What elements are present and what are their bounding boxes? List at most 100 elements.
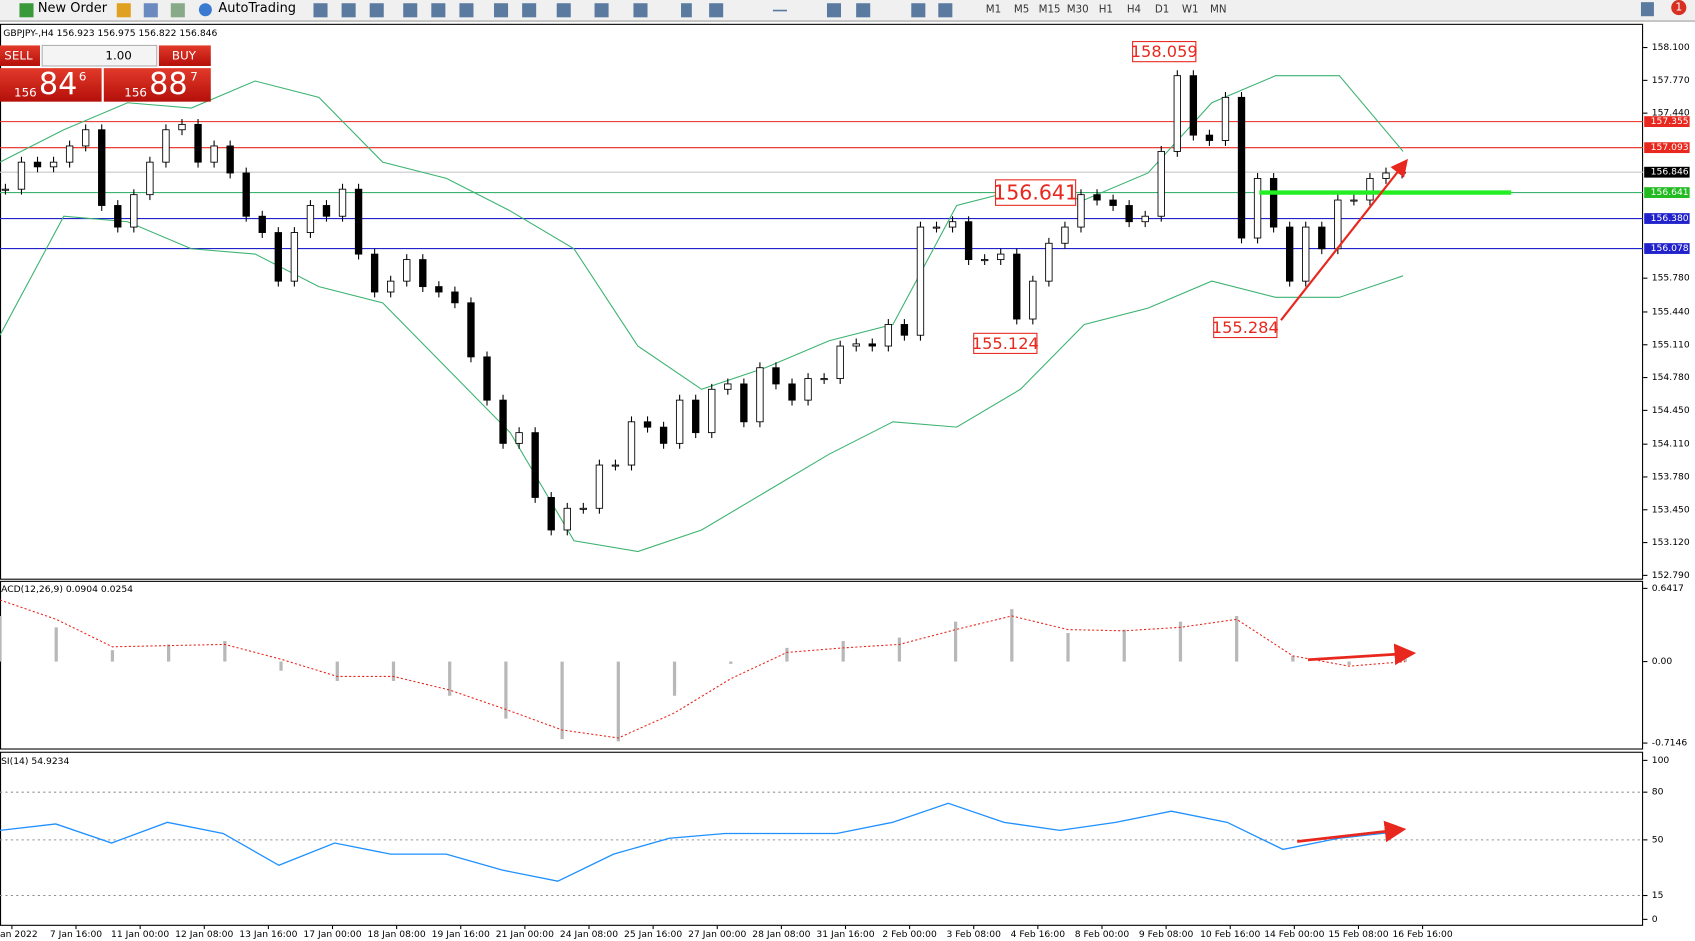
timeframe-button[interactable]: W1 (1182, 4, 1199, 16)
candle (595, 464, 604, 509)
timeframe-button[interactable]: D1 (1155, 4, 1169, 16)
toolbar-icon[interactable] (772, 9, 787, 12)
y-tick-label: 153.780 (1652, 471, 1690, 482)
macd-signal (0, 599, 1406, 739)
y-tick-label: 153.120 (1652, 537, 1690, 548)
autotrading-icon[interactable] (198, 3, 212, 17)
toolbar-icon[interactable] (170, 3, 185, 18)
timeframe-button[interactable]: H1 (1099, 4, 1113, 16)
overlays: 158.059 156.641 155.124 155.284 (972, 41, 1279, 354)
candle (659, 426, 668, 444)
candle (1205, 134, 1214, 141)
x-tick-label: 7 Jan 16:00 (50, 929, 102, 940)
toolbar-icon[interactable] (369, 3, 384, 18)
toolbar-icon[interactable] (556, 3, 571, 18)
new-order-icon[interactable] (19, 3, 34, 18)
lot-spinner[interactable] (41, 44, 158, 67)
toolbar-icon[interactable] (681, 3, 692, 18)
y-tick-label: 154.110 (1652, 439, 1690, 450)
timeframe-button[interactable]: M30 (1067, 4, 1089, 16)
y-tick-label: 0.6417 (1652, 583, 1684, 594)
candle (964, 221, 973, 261)
toolbar-icon[interactable] (341, 3, 356, 18)
toolbar-icon[interactable] (494, 3, 509, 18)
y-tick-label: 0.00 (1652, 656, 1673, 667)
price-level-tag (1644, 213, 1690, 224)
y-tick-label: 155.110 (1652, 339, 1690, 350)
bid-fraction: 6 (79, 69, 87, 83)
x-tick-label: 27 Jan 00:00 (688, 929, 746, 940)
candle (370, 253, 379, 293)
candle (820, 378, 828, 381)
macd-panel (0, 580, 1644, 750)
y-tick-label: 50 (1652, 834, 1664, 845)
x-tick-label: 15 Feb 08:00 (1328, 929, 1388, 940)
price-level-tag (1644, 116, 1690, 128)
x-tick-label: 14 Feb 00:00 (1264, 929, 1324, 940)
toolbar-icon[interactable] (938, 3, 953, 18)
autotrading-button[interactable]: AutoTrading (218, 1, 296, 16)
new-order-button[interactable]: New Order (38, 1, 108, 16)
toolbar-icon[interactable] (856, 3, 871, 18)
toolbar-icon[interactable] (709, 3, 724, 18)
candle (900, 324, 909, 336)
candle (1045, 242, 1053, 282)
toolbar-icon[interactable] (143, 3, 158, 18)
price-level-label: 156.380 (1651, 213, 1689, 224)
candle (435, 286, 443, 293)
timeframe-button[interactable]: M1 (986, 4, 1001, 16)
candle (932, 226, 941, 229)
search-icon[interactable] (1640, 2, 1654, 17)
bollinger-lower (0, 215, 1404, 553)
y-tick-label: 152.790 (1652, 570, 1690, 581)
y-tick-label: 100 (1652, 755, 1670, 766)
price-level-label: 156.641 (1651, 187, 1689, 198)
candle (1173, 75, 1181, 152)
candle (274, 232, 282, 282)
bollinger-upper (0, 75, 1404, 390)
toolbar-icon[interactable] (826, 3, 842, 18)
toolbar-icon[interactable] (403, 3, 418, 18)
sell-button[interactable] (0, 45, 40, 66)
ask-box[interactable] (103, 68, 211, 102)
timeframe-button[interactable]: M15 (1039, 4, 1061, 16)
toolbar-icon[interactable] (633, 3, 648, 18)
toolbar-icon[interactable] (522, 3, 537, 18)
rsi-arrow (1297, 820, 1407, 843)
y-tick-label: 15 (1652, 890, 1664, 901)
candle (467, 302, 475, 358)
candle (81, 129, 90, 147)
y-tick-label: 157.770 (1652, 75, 1690, 86)
toolbar-icon[interactable] (594, 3, 609, 18)
candle (290, 232, 299, 282)
notification-badge[interactable] (1671, 0, 1687, 16)
timeframe-button[interactable]: M5 (1014, 4, 1029, 16)
toolbar-icon[interactable] (313, 3, 328, 18)
x-tick-label: 25 Jan 16:00 (624, 929, 682, 940)
lot-size[interactable]: 1.00 (105, 49, 131, 63)
candle (579, 507, 588, 510)
x-tick-label: 4 Feb 16:00 (1011, 929, 1066, 940)
candle (868, 343, 876, 347)
buy-button[interactable] (158, 45, 211, 66)
x-tick-label: an 2022 (0, 929, 38, 940)
sell-label[interactable]: SELL (4, 49, 33, 63)
candle (997, 253, 1005, 261)
buy-label[interactable]: BUY (172, 49, 197, 63)
toolbar-icon[interactable] (911, 3, 926, 18)
candle (242, 172, 250, 217)
toolbar-icon[interactable] (116, 3, 131, 18)
trend-arrow (1280, 158, 1408, 321)
bid-box[interactable] (0, 68, 102, 102)
candle (1398, 171, 1406, 174)
macd-header: ACD(12,26,9) 0.0904 0.0254 (1, 584, 133, 595)
toolbar-icon[interactable] (459, 3, 474, 18)
candle (258, 215, 266, 233)
timeframe-button[interactable]: MN (1210, 4, 1227, 16)
candle (804, 378, 812, 401)
toolbar-icon[interactable] (431, 3, 446, 18)
candle (114, 205, 122, 228)
timeframe-button[interactable]: H4 (1127, 4, 1141, 16)
plot-area (0, 70, 1644, 897)
